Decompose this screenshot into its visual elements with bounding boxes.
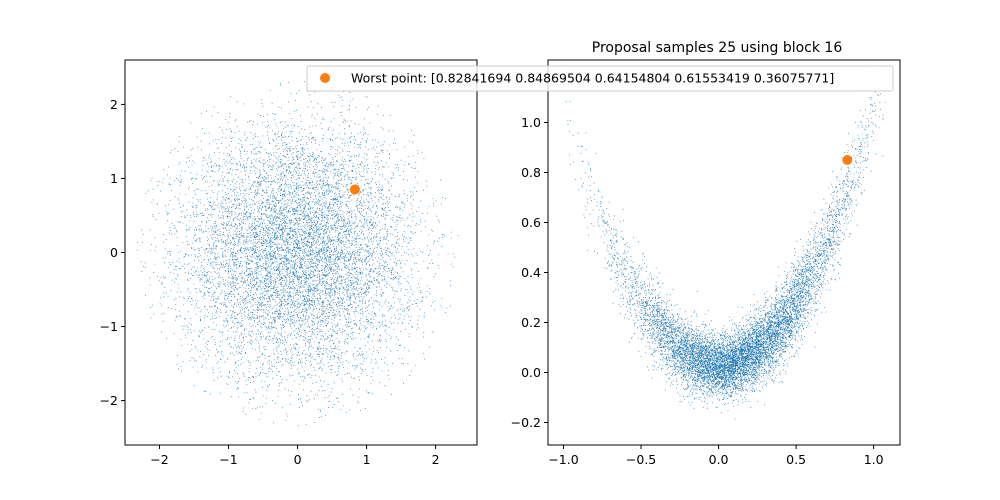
left-y-tick-label: 0 bbox=[110, 245, 118, 260]
right-y-ticks: −0.2 0.0 0.2 0.4 0.6 0.8 1.0 bbox=[511, 115, 548, 430]
right-worst-point bbox=[842, 155, 853, 165]
left-y-tick-label: −1 bbox=[100, 319, 118, 334]
left-x-ticks: −2 −1 0 1 2 bbox=[150, 445, 440, 467]
right-y-tick-label: 0.0 bbox=[521, 365, 541, 380]
right-worst-point-marker bbox=[842, 155, 853, 165]
left-x-tick-label: −2 bbox=[150, 452, 168, 467]
right-x-tick-label: 1.0 bbox=[864, 452, 884, 467]
legend: Worst point: [0.82841694 0.84869504 0.64… bbox=[306, 65, 894, 92]
right-axes: Proposal samples 25 using block 16 −1.0−… bbox=[511, 40, 901, 467]
right-y-tick-label: 1.0 bbox=[521, 115, 541, 130]
left-y-tick-label: −2 bbox=[100, 393, 118, 408]
legend-label-worst-point: Worst point: [0.82841694 0.84869504 0.64… bbox=[351, 71, 834, 86]
left-x-tick-label: 0 bbox=[294, 452, 302, 467]
right-x-tick-label: 0.0 bbox=[709, 452, 729, 467]
right-axes-frame bbox=[547, 59, 901, 446]
left-worst-point-marker bbox=[349, 184, 360, 195]
right-y-tick-label: 0.2 bbox=[521, 315, 541, 330]
left-y-tick-label: 1 bbox=[110, 171, 118, 186]
left-axes: −2 −1 0 1 2 −2 −1 0 1 2 bbox=[100, 59, 478, 467]
right-y-tick-label: 0.8 bbox=[521, 165, 541, 180]
right-scatter-points bbox=[562, 67, 886, 420]
left-worst-point bbox=[349, 184, 360, 195]
right-chart-title: Proposal samples 25 using block 16 bbox=[592, 40, 843, 56]
right-x-ticks: −1.0 −0.5 0.0 0.5 1.0 bbox=[548, 445, 884, 467]
left-x-tick-label: −1 bbox=[219, 452, 237, 467]
left-x-tick-label: 2 bbox=[432, 452, 440, 467]
left-y-tick-label: 2 bbox=[110, 97, 118, 112]
right-point-cloud bbox=[562, 67, 886, 420]
right-x-tick-label: 0.5 bbox=[786, 452, 806, 467]
left-y-ticks: −2 −1 0 1 2 bbox=[100, 97, 125, 408]
right-x-tick-label: −0.5 bbox=[626, 452, 656, 467]
right-x-tick-label: −1.0 bbox=[548, 452, 578, 467]
right-y-tick-label: −0.2 bbox=[511, 415, 541, 430]
legend-box bbox=[306, 65, 894, 92]
right-y-tick-label: 0.4 bbox=[521, 265, 541, 280]
left-x-tick-label: 1 bbox=[363, 452, 371, 467]
right-y-tick-label: 0.6 bbox=[521, 215, 541, 230]
legend-marker-worst-point bbox=[320, 73, 330, 83]
